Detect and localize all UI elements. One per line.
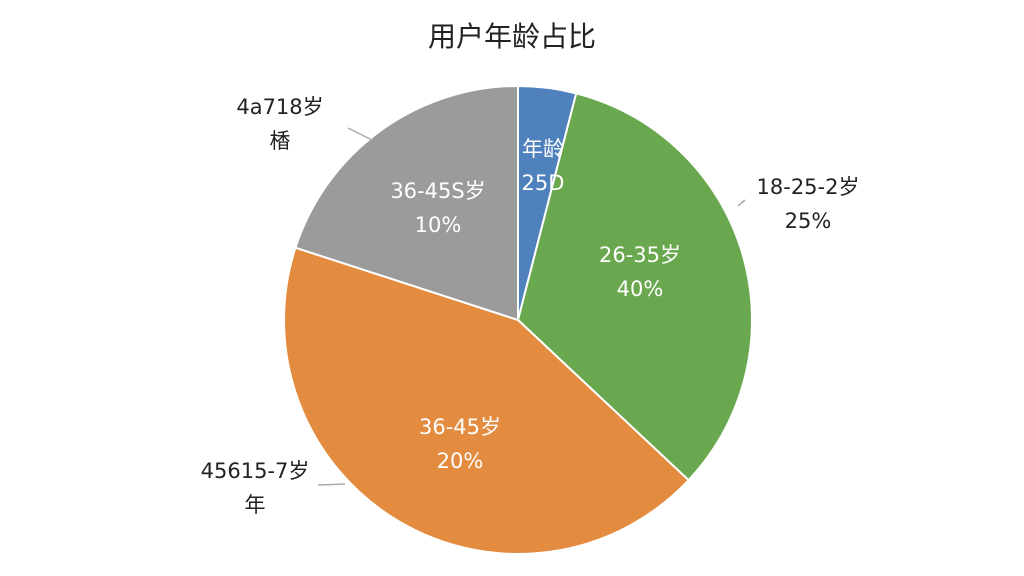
leader-lines (317, 127, 746, 486)
pie-slice (283, 246, 690, 555)
data-label: 10% (415, 213, 462, 237)
leader-line (737, 199, 746, 207)
pie (283, 84, 753, 555)
data-label: 年龄 (522, 137, 564, 161)
data-label: 36-45S岁 (390, 179, 485, 203)
data-label: 26-35岁 (599, 243, 681, 267)
data-label: 36-45岁 (419, 415, 501, 439)
data-label: 25D (522, 171, 565, 195)
data-label: 楿 (270, 129, 291, 153)
data-label: 25% (785, 209, 832, 233)
leader-line (317, 483, 346, 486)
data-label: 45615-7岁 (201, 459, 310, 483)
data-label: 年 (245, 493, 266, 517)
leader-line (347, 127, 373, 141)
pie-slice (294, 84, 519, 322)
chart-title: 用户年龄占比 (428, 20, 596, 53)
data-label: 18-25-2岁 (757, 175, 860, 199)
labels: 年龄 25D 18-25-2岁 25% 26-35岁 40% 36-45岁 20% 45615-… (201, 95, 860, 517)
data-label: 40% (617, 277, 664, 301)
pie-slice (516, 92, 753, 482)
data-label: 4a718岁 (236, 95, 323, 119)
data-label: 20% (437, 449, 484, 473)
